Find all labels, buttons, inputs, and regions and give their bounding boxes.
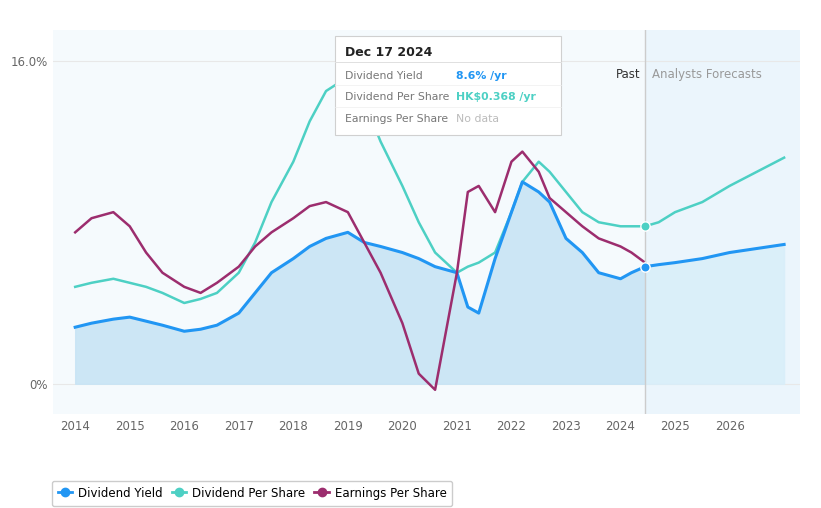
Text: Earnings Per Share: Earnings Per Share [345,114,448,124]
Point [639,222,652,230]
Point [639,263,652,271]
Bar [53,30,645,414]
Text: HK$0.368 /yr: HK$0.368 /yr [456,92,536,103]
Text: Dec 17 2024: Dec 17 2024 [345,46,432,59]
Bar [645,30,800,414]
Text: Analysts Forecasts: Analysts Forecasts [652,69,761,81]
Text: Past: Past [616,69,640,81]
Text: 8.6% /yr: 8.6% /yr [456,71,507,81]
Text: Dividend Yield: Dividend Yield [345,71,423,81]
Text: Dividend Per Share: Dividend Per Share [345,92,449,103]
Legend: Dividend Yield, Dividend Per Share, Earnings Per Share: Dividend Yield, Dividend Per Share, Earn… [52,481,452,506]
Text: No data: No data [456,114,499,124]
